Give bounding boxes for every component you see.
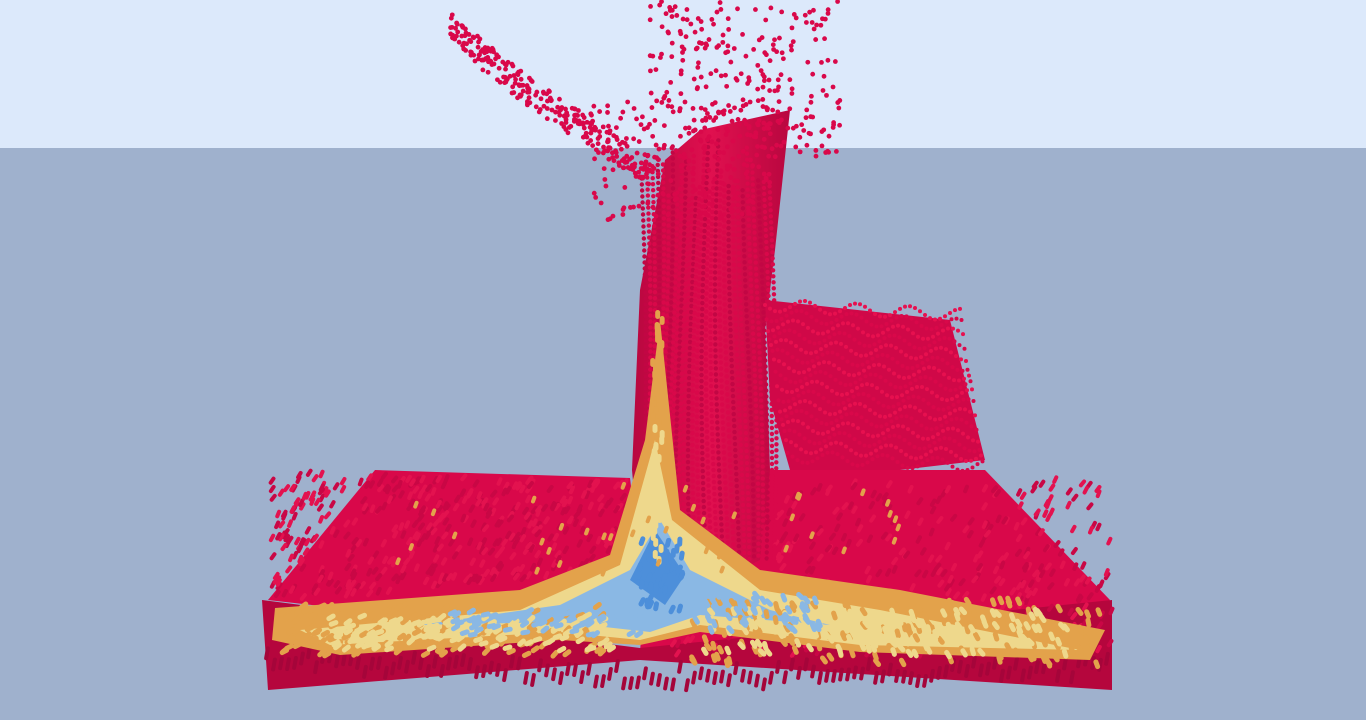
particle-wave bbox=[763, 299, 985, 473]
particle-stress-bands bbox=[272, 310, 1105, 670]
particle-spray bbox=[448, 0, 843, 223]
